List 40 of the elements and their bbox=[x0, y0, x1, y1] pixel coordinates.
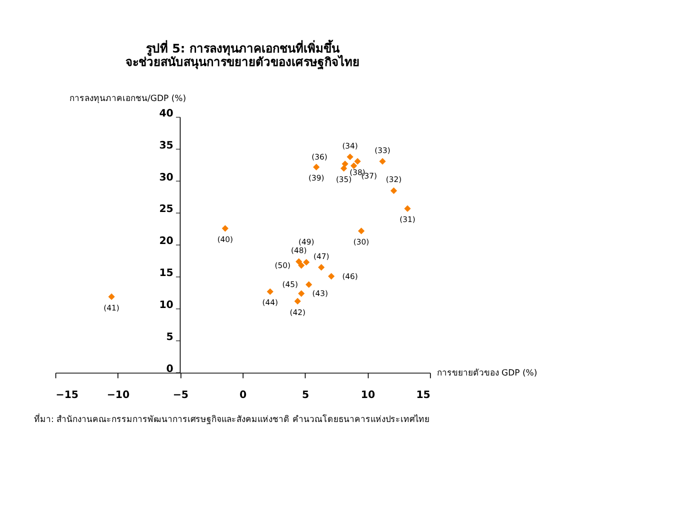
annotation: (42) bbox=[290, 308, 306, 317]
annotation: (30) bbox=[353, 238, 370, 247]
annotation: (31) bbox=[400, 215, 416, 224]
annotation: (36) bbox=[312, 152, 328, 162]
y-axis-title: การลงทุนภาคเอกชน/GDP (%) bbox=[70, 94, 186, 104]
annotation: (45) bbox=[282, 280, 298, 290]
annotation: (35) bbox=[336, 174, 352, 184]
y-tick-label: 0 bbox=[166, 364, 174, 375]
x-tick-label: −5 bbox=[172, 390, 188, 401]
annotation: (34) bbox=[342, 141, 358, 150]
y-tick-label: 35 bbox=[159, 140, 174, 152]
annotation: (43) bbox=[312, 289, 328, 298]
x-tick-label: 10 bbox=[360, 390, 376, 401]
y-tick-label: 5 bbox=[166, 332, 174, 343]
x-tick-label: −15 bbox=[56, 390, 79, 401]
x-axis-title: การขยายตัวของ GDP (%) bbox=[436, 368, 538, 378]
annotation: (47) bbox=[313, 252, 330, 261]
annotation: (50) bbox=[274, 260, 290, 270]
y-tick-label: 10 bbox=[159, 300, 174, 311]
annotation: (41) bbox=[104, 303, 120, 312]
annotation: (48) bbox=[290, 246, 307, 256]
x-tick-label: 15 bbox=[416, 390, 430, 401]
annotation: (32) bbox=[386, 175, 402, 184]
text: รูปที่ 5: การลงทุนภาคเอกชนที่เพิ่มขึ้น bbox=[146, 42, 340, 56]
text: จะช่วยสนับสนุนการขยายตัวของเศรษฐกิจไทย bbox=[126, 55, 360, 70]
annotation: (33) bbox=[374, 146, 390, 155]
annotation: (40) bbox=[217, 235, 234, 244]
y-tick-label: 40 bbox=[159, 108, 174, 120]
annotation: (49) bbox=[298, 237, 314, 246]
x-tick-label: 0 bbox=[240, 390, 247, 401]
annotation: (39) bbox=[308, 174, 324, 183]
annotation: (46) bbox=[342, 272, 358, 281]
x-tick-label: 5 bbox=[302, 390, 310, 401]
annotation: (44) bbox=[262, 298, 278, 308]
text: ที่มา: สำนักงานคณะกรรมการพัฒนาการเศรษฐกิจและสังคมแห่งชาติ คำนวณโดยธนาคารแห่งประเทศไทย bbox=[34, 413, 430, 426]
y-tick-label: 20 bbox=[159, 236, 174, 248]
y-tick-label: 15 bbox=[159, 268, 174, 280]
y-tick-label: 30 bbox=[159, 172, 174, 184]
x-tick-label: −10 bbox=[106, 390, 130, 401]
y-tick-label: 25 bbox=[159, 204, 174, 216]
